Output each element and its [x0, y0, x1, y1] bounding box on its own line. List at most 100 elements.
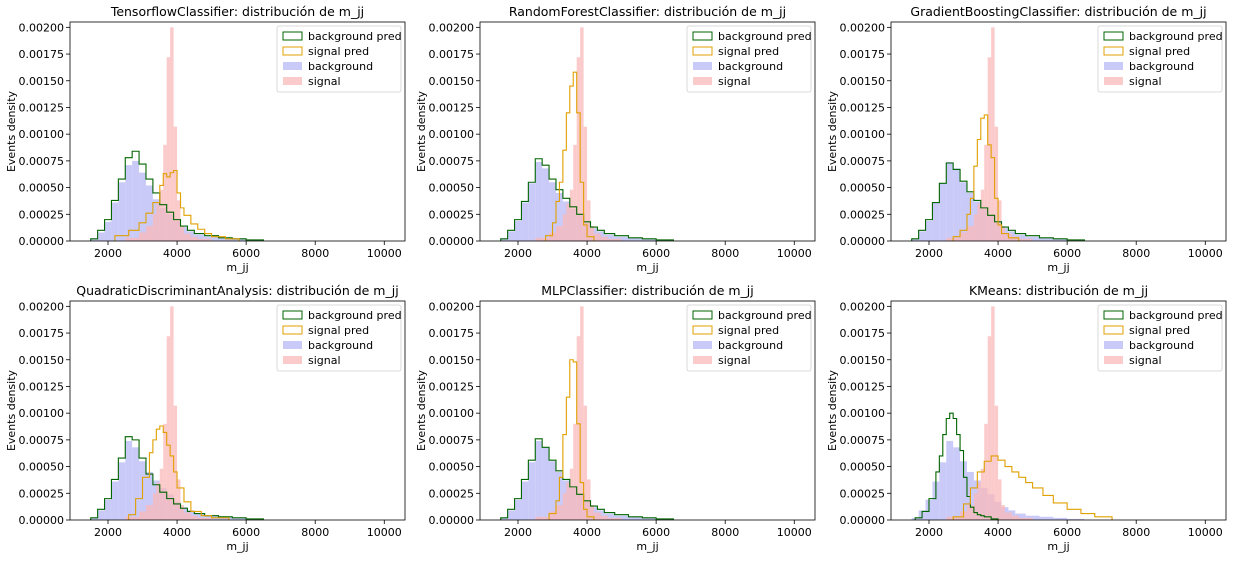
- y-tick-label: 0.00050: [840, 182, 886, 195]
- x-tick-label: 6000: [1053, 247, 1081, 260]
- signal-bar: [966, 226, 974, 241]
- signal-bar: [566, 203, 570, 241]
- signal-pred-legend-label: signal pred: [308, 45, 369, 58]
- signal-bar: [197, 238, 212, 241]
- y-tick-label: 0.00100: [840, 128, 886, 141]
- signal-pred-step-line: [548, 359, 595, 520]
- background-legend-swatch: [283, 62, 302, 70]
- background-bar: [932, 481, 940, 520]
- signal-bar: [125, 516, 140, 520]
- background-bar: [980, 208, 988, 241]
- background-bar: [1025, 515, 1040, 520]
- background-bar: [145, 471, 153, 520]
- background-bar: [980, 487, 988, 520]
- y-tick-label: 0.00200: [19, 300, 65, 313]
- signal-legend-swatch: [283, 77, 302, 85]
- background-bar: [939, 183, 947, 241]
- x-tick-label: 8000: [711, 247, 739, 260]
- x-tick-label: 10000: [367, 526, 402, 539]
- x-tick-label: 6000: [1053, 526, 1081, 539]
- signal-bar: [1011, 236, 1019, 241]
- signal-pred-legend-label: signal pred: [718, 45, 779, 58]
- background-bar: [118, 462, 126, 520]
- x-axis-label: m_jj: [226, 540, 248, 553]
- signal-bar: [991, 27, 995, 242]
- signal-bar: [600, 236, 608, 241]
- signal-bar: [159, 468, 164, 520]
- y-tick-label: 0.00000: [429, 235, 475, 248]
- background-bar: [604, 513, 615, 520]
- x-tick-label: 2000: [94, 526, 122, 539]
- signal-bar: [573, 144, 577, 241]
- signal-bar: [573, 423, 577, 520]
- signal-bar: [562, 493, 567, 520]
- y-tick-label: 0.00175: [429, 48, 475, 61]
- signal-pred-step-line: [545, 71, 595, 241]
- y-axis-label: Events density: [5, 90, 18, 172]
- signal-bar: [152, 493, 157, 520]
- background-bar: [507, 231, 515, 241]
- y-tick-label: 0.00175: [19, 327, 65, 340]
- signal-bar: [580, 306, 584, 520]
- y-tick-label: 0.00150: [429, 354, 475, 367]
- signal-bar: [152, 214, 157, 241]
- background-legend-swatch: [693, 341, 712, 349]
- background-bar: [90, 238, 98, 241]
- signal-legend-swatch: [1104, 77, 1123, 85]
- background-legend-swatch: [1104, 341, 1123, 349]
- axes-frame: [479, 300, 816, 521]
- background-legend-label: background: [1129, 60, 1194, 73]
- legend: background pred signal pred background sign…: [276, 304, 402, 372]
- background-bar: [111, 481, 119, 520]
- chart-title: MLPClassifier: distribución de m_jj: [541, 283, 753, 298]
- x-tick-label: 8000: [711, 526, 739, 539]
- signal-bar: [139, 511, 146, 520]
- legend-box: [686, 25, 812, 93]
- y-tick-label: 0.00175: [429, 327, 475, 340]
- signal-bar: [197, 517, 212, 520]
- background-bar: [111, 202, 119, 241]
- signal-bar: [587, 479, 591, 520]
- signal-bar: [980, 468, 985, 520]
- background-bar: [569, 208, 577, 241]
- signal-legend-swatch: [1104, 356, 1123, 364]
- signal-legend-swatch: [693, 356, 712, 364]
- background-bar: [918, 231, 926, 241]
- y-tick-label: 0.00025: [840, 487, 886, 500]
- signal-bar: [125, 237, 140, 241]
- x-tick-label: 2000: [915, 526, 943, 539]
- signal-bar: [555, 226, 563, 241]
- y-tick-label: 0.00000: [840, 514, 886, 527]
- background-bar: [528, 462, 536, 520]
- signal-pred-legend-swatch: [692, 46, 713, 56]
- signal-bar: [966, 505, 974, 520]
- x-tick-label: 8000: [301, 247, 329, 260]
- background-bar: [946, 440, 954, 520]
- y-tick-label: 0.00125: [840, 101, 886, 114]
- background-bar: [555, 192, 563, 241]
- signal-bar: [1018, 517, 1033, 520]
- signal-pred-legend-swatch: [1103, 46, 1124, 56]
- signal-bar: [535, 237, 550, 241]
- background-bar: [614, 236, 629, 241]
- y-tick-label: 0.00000: [19, 235, 65, 248]
- signal-bar: [984, 144, 988, 241]
- signal-legend-label: signal: [308, 354, 341, 367]
- background-bar: [521, 481, 529, 520]
- background-pred-legend-swatch: [692, 310, 713, 320]
- x-axis-label: m_jj: [636, 540, 658, 553]
- signal-bar: [987, 57, 992, 241]
- background-bar: [125, 165, 133, 241]
- chart-title: RandomForestClassifier: distribución de …: [509, 4, 786, 19]
- signal-bar: [590, 505, 594, 520]
- signal-bar: [576, 336, 581, 520]
- background-bar: [1053, 238, 1068, 241]
- x-axis-label: m_jj: [1047, 540, 1069, 553]
- background-pred-step-line: [500, 158, 674, 241]
- axes-frame: [69, 21, 406, 242]
- x-tick-label: 10000: [777, 526, 812, 539]
- signal-bar: [980, 189, 985, 241]
- y-tick-label: 0.00100: [840, 407, 886, 420]
